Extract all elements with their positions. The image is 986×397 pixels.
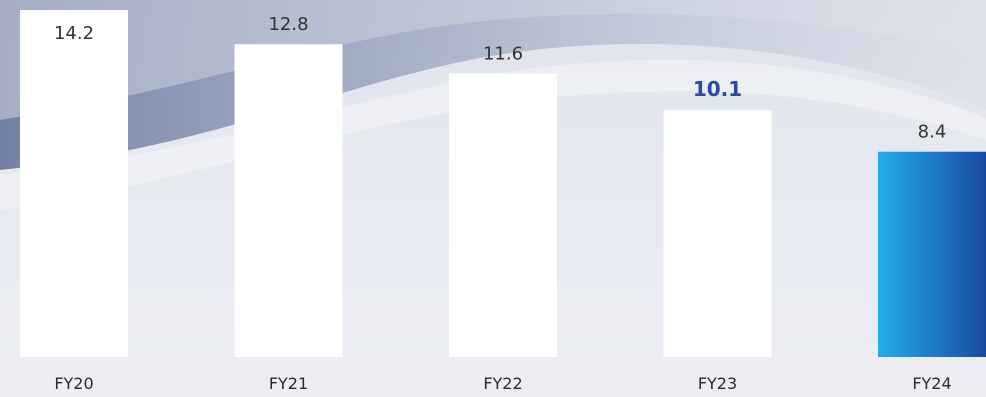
category-label-fy22: FY22 — [483, 374, 522, 393]
bar-fy20 — [20, 10, 128, 357]
category-label-fy20: FY20 — [54, 374, 93, 393]
value-label-fy23: 10.1 — [693, 77, 742, 101]
value-labels-group: 14.2 12.8 11.6 10.1 8.4 — [54, 14, 946, 143]
value-label-fy22: 11.6 — [483, 44, 523, 65]
value-label-fy20: 14.2 — [54, 23, 94, 44]
category-labels-group: FY20 FY21 FY22 FY23 FY24 — [54, 374, 951, 393]
bar-fy23 — [663, 110, 772, 357]
bars-group — [20, 10, 986, 357]
value-label-fy21: 12.8 — [268, 14, 308, 35]
bar-fy22 — [449, 73, 557, 357]
value-label-fy24: 8.4 — [918, 122, 947, 143]
bar-fy21 — [234, 44, 343, 357]
category-label-fy23: FY23 — [698, 374, 737, 393]
category-label-fy24: FY24 — [912, 374, 951, 393]
category-label-fy21: FY21 — [269, 374, 308, 393]
bar-fy24 — [878, 151, 986, 357]
